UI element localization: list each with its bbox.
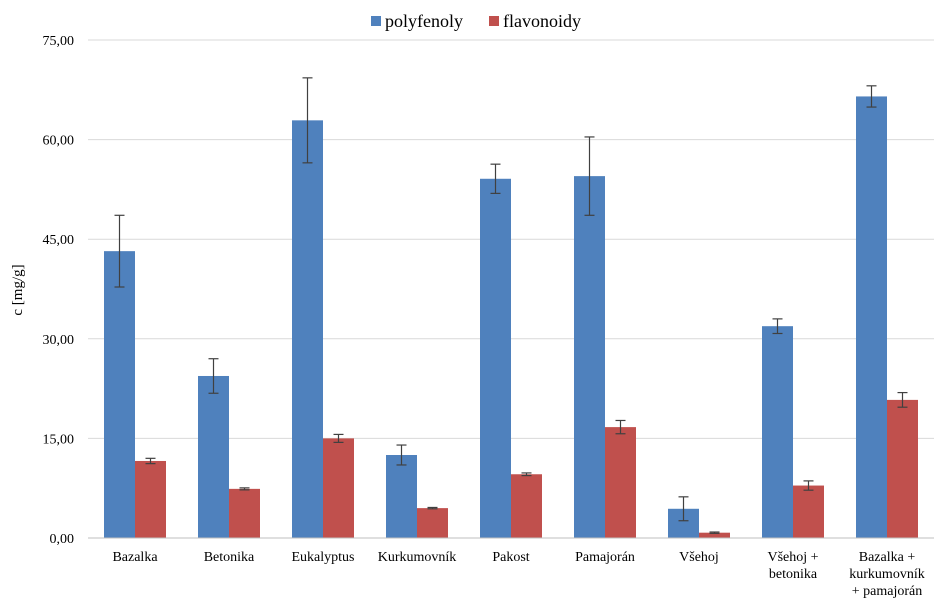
bar-flavonoidy (511, 474, 542, 538)
bar-flavonoidy (793, 485, 824, 538)
bars (104, 96, 918, 539)
bar-polyfenoly (762, 326, 793, 538)
y-tick-label: 30,00 (43, 333, 75, 348)
x-tick-label: Bazalka + kurkumovník + pamajorán (849, 550, 924, 599)
legend-swatch-polyfenoly (371, 16, 381, 26)
y-axis-label: c [mg/g] (10, 264, 26, 315)
bar-flavonoidy (229, 488, 260, 538)
bar-flavonoidy (699, 532, 730, 538)
bar-flavonoidy (605, 427, 636, 538)
bar-flavonoidy (417, 508, 448, 538)
x-axis-categories: Bazalka Betonika Eukalyptus Kurkumovník Pako… (112, 550, 924, 599)
y-tick-label: 45,00 (43, 233, 75, 248)
x-tick-label: Bazalka (112, 550, 158, 565)
y-axis-ticks: 0,00 15,00 30,00 45,00 60,00 75,00 (43, 34, 75, 547)
y-tick-label: 15,00 (43, 432, 75, 447)
bar-polyfenoly (574, 176, 605, 538)
x-tick-label: Pamajorán (575, 550, 635, 565)
legend-label-flavonoidy: flavonoidy (503, 11, 581, 31)
bar-polyfenoly (292, 120, 323, 539)
bar-polyfenoly (386, 455, 417, 538)
bar-polyfenoly (104, 251, 135, 539)
y-tick-label: 0,00 (50, 532, 75, 547)
bar-polyfenoly (480, 178, 511, 538)
x-tick-label: Kurkumovník (378, 550, 457, 565)
y-tick-label: 60,00 (43, 134, 75, 149)
bar-polyfenoly (198, 375, 229, 538)
legend: polyfenoly flavonoidy (371, 11, 581, 31)
x-tick-label: Pakost (492, 550, 529, 565)
legend-swatch-flavonoidy (489, 16, 499, 26)
bar-polyfenoly (856, 96, 887, 538)
y-tick-label: 75,00 (43, 34, 75, 49)
x-tick-label: Všehoj + betonika (767, 550, 818, 582)
error-bars (114, 77, 908, 534)
x-tick-label: Eukalyptus (292, 550, 355, 565)
bar-flavonoidy (887, 399, 918, 538)
bar-flavonoidy (135, 460, 166, 538)
x-tick-label: Betonika (204, 550, 255, 565)
legend-label-polyfenoly: polyfenoly (385, 11, 463, 31)
bar-flavonoidy (323, 438, 354, 538)
x-tick-label: Všehoj (679, 550, 719, 565)
